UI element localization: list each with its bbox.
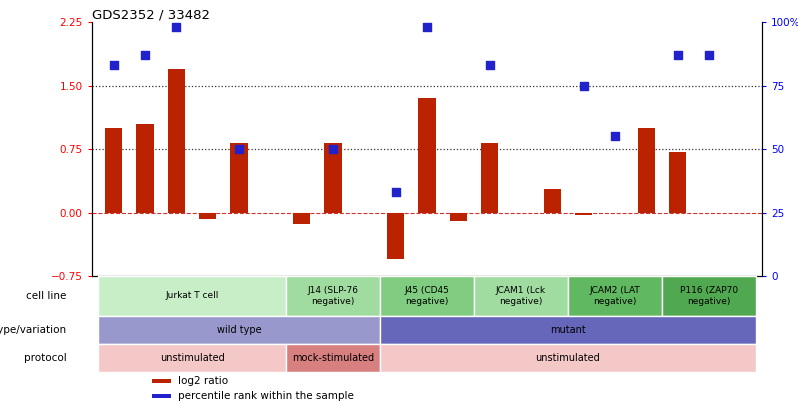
Point [421, 24, 433, 31]
Bar [543, 189, 561, 213]
Bar [152, 394, 171, 398]
Point [326, 146, 339, 152]
Bar [669, 152, 686, 213]
Point [577, 83, 590, 89]
Bar [380, 276, 474, 315]
Text: percentile rank within the sample: percentile rank within the sample [178, 391, 354, 401]
Point [702, 52, 715, 58]
Bar [418, 98, 436, 213]
Bar [293, 213, 310, 224]
Point [484, 62, 496, 69]
Text: unstimulated: unstimulated [535, 353, 600, 363]
Bar [662, 276, 756, 315]
Text: log2 ratio: log2 ratio [178, 376, 227, 386]
Bar [449, 213, 467, 221]
Point [232, 146, 245, 152]
Text: mock-stimulated: mock-stimulated [292, 353, 374, 363]
Bar [324, 143, 342, 213]
Text: P116 (ZAP70
negative): P116 (ZAP70 negative) [680, 286, 738, 305]
Text: J14 (SLP-76
negative): J14 (SLP-76 negative) [307, 286, 358, 305]
Bar [638, 128, 655, 213]
Bar [136, 124, 154, 213]
Bar [380, 315, 756, 344]
Text: GDS2352 / 33482: GDS2352 / 33482 [92, 8, 210, 21]
Bar [286, 276, 380, 315]
Point [139, 52, 152, 58]
Text: wild type: wild type [217, 325, 261, 335]
Bar [286, 344, 380, 372]
Point [170, 24, 183, 31]
Text: protocol: protocol [24, 353, 67, 363]
Bar [168, 69, 185, 213]
Bar [575, 213, 592, 215]
Text: cell line: cell line [26, 291, 67, 301]
Point [609, 133, 622, 140]
Bar [387, 213, 405, 259]
Text: JCAM2 (LAT
negative): JCAM2 (LAT negative) [590, 286, 640, 305]
Point [671, 52, 684, 58]
Bar [474, 276, 568, 315]
Bar [380, 344, 756, 372]
Point [107, 62, 120, 69]
Text: J45 (CD45
negative): J45 (CD45 negative) [405, 286, 449, 305]
Bar [98, 315, 380, 344]
Text: genotype/variation: genotype/variation [0, 325, 67, 335]
Bar [231, 143, 247, 213]
Bar [98, 344, 286, 372]
Bar [152, 379, 171, 382]
Bar [105, 128, 122, 213]
Text: JCAM1 (Lck
negative): JCAM1 (Lck negative) [496, 286, 546, 305]
Text: Jurkat T cell: Jurkat T cell [165, 291, 219, 301]
Text: unstimulated: unstimulated [160, 353, 224, 363]
Text: mutant: mutant [550, 325, 586, 335]
Bar [98, 276, 286, 315]
Point [389, 189, 402, 196]
Bar [481, 143, 498, 213]
Bar [568, 276, 662, 315]
Bar [199, 213, 216, 220]
